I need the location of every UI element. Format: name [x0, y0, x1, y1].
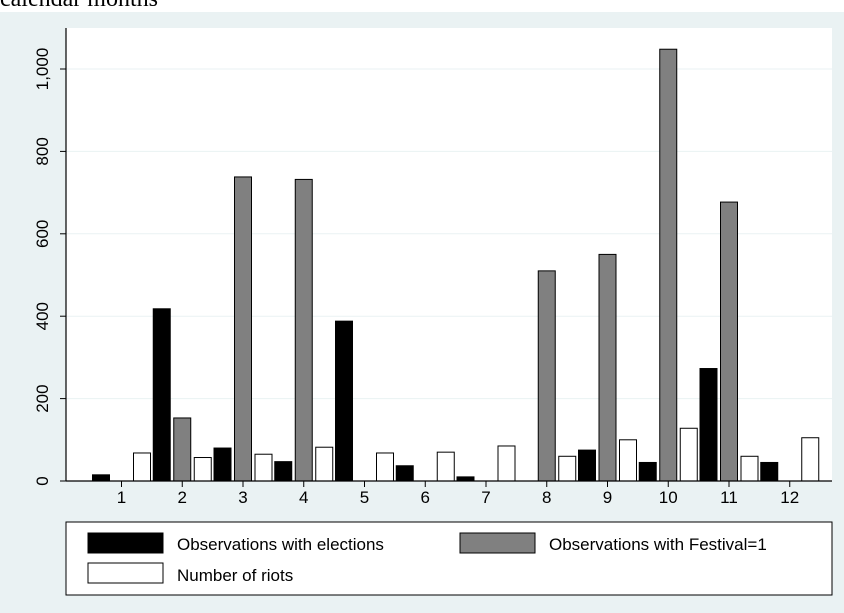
x-tick-label: 1 — [117, 488, 126, 507]
bar-festival-11 — [720, 201, 738, 482]
bar-riots-7 — [497, 445, 516, 482]
bar-festival-2 — [173, 417, 192, 482]
legend: Observations with elections Observations… — [65, 521, 833, 596]
y-tick-label: 400 — [33, 302, 52, 330]
x-tick-label: 6 — [421, 488, 430, 507]
bar-riots-5 — [376, 452, 394, 482]
legend-label-festival: Observations with Festival=1 — [549, 535, 767, 554]
legend-swatch-riots — [87, 562, 164, 584]
bar-riots-11 — [740, 455, 759, 482]
x-tick-label: 11 — [720, 488, 738, 507]
bars — [92, 48, 820, 482]
bar-riots-1 — [133, 452, 151, 482]
y-tick-label: 600 — [33, 220, 52, 248]
bar-riots-4 — [315, 446, 334, 482]
x-tick-label: 3 — [238, 488, 247, 507]
y-tick-label: 200 — [33, 384, 52, 412]
x-tick-label: 12 — [780, 488, 799, 507]
x-axis-ticks: 1 2 3 4 5 6 7 8 9 10 11 12 — [117, 481, 799, 507]
bar-elections-4 — [274, 461, 293, 482]
legend-label-riots: Number of riots — [177, 566, 293, 585]
bar-elections-12 — [760, 461, 779, 482]
bar-elections-1 — [92, 474, 110, 482]
bar-elections-7 — [456, 476, 475, 482]
x-tick-label: 5 — [360, 488, 369, 507]
x-tick-label: 9 — [603, 488, 612, 507]
bar-festival-4 — [294, 178, 313, 482]
y-tick-label: 800 — [33, 137, 52, 165]
bar-riots-2 — [193, 457, 212, 482]
bar-riots-3 — [254, 453, 273, 482]
x-tick-label: 7 — [481, 488, 490, 507]
bar-elections-6 — [395, 465, 414, 482]
x-tick-label: 8 — [542, 488, 551, 507]
legend-swatch-elections — [87, 532, 164, 554]
x-tick-label: 2 — [178, 488, 187, 507]
bar-festival-3 — [234, 176, 252, 482]
x-tick-label: 10 — [659, 488, 678, 507]
bar-elections-5 — [335, 320, 353, 482]
legend-swatch-festival — [459, 532, 536, 554]
bar-riots-9 — [619, 439, 637, 482]
bar-elections-10 — [638, 461, 657, 482]
y-tick-label: 0 — [33, 476, 52, 485]
bar-riots-6 — [436, 451, 455, 482]
bar-elections-9 — [578, 449, 596, 482]
bar-riots-12 — [801, 437, 820, 482]
axes — [65, 28, 832, 482]
legend-box — [65, 521, 833, 596]
bar-festival-9 — [598, 253, 617, 482]
bar-elections-2 — [152, 308, 171, 482]
bar-elections-3 — [213, 447, 232, 482]
bar-festival-10 — [659, 48, 678, 482]
legend-label-elections: Observations with elections — [177, 535, 384, 554]
bar-riots-8 — [558, 455, 577, 482]
top-caption-text: calendar months — [0, 0, 158, 13]
bar-festival-8 — [537, 270, 556, 482]
bar-riots-10 — [679, 427, 698, 482]
x-tick-label: 4 — [299, 488, 308, 507]
y-tick-label: 1,000 — [33, 48, 52, 91]
bar-elections-11 — [699, 368, 718, 482]
y-axis-ticks: 0 200 400 600 800 1,000 — [33, 48, 66, 486]
